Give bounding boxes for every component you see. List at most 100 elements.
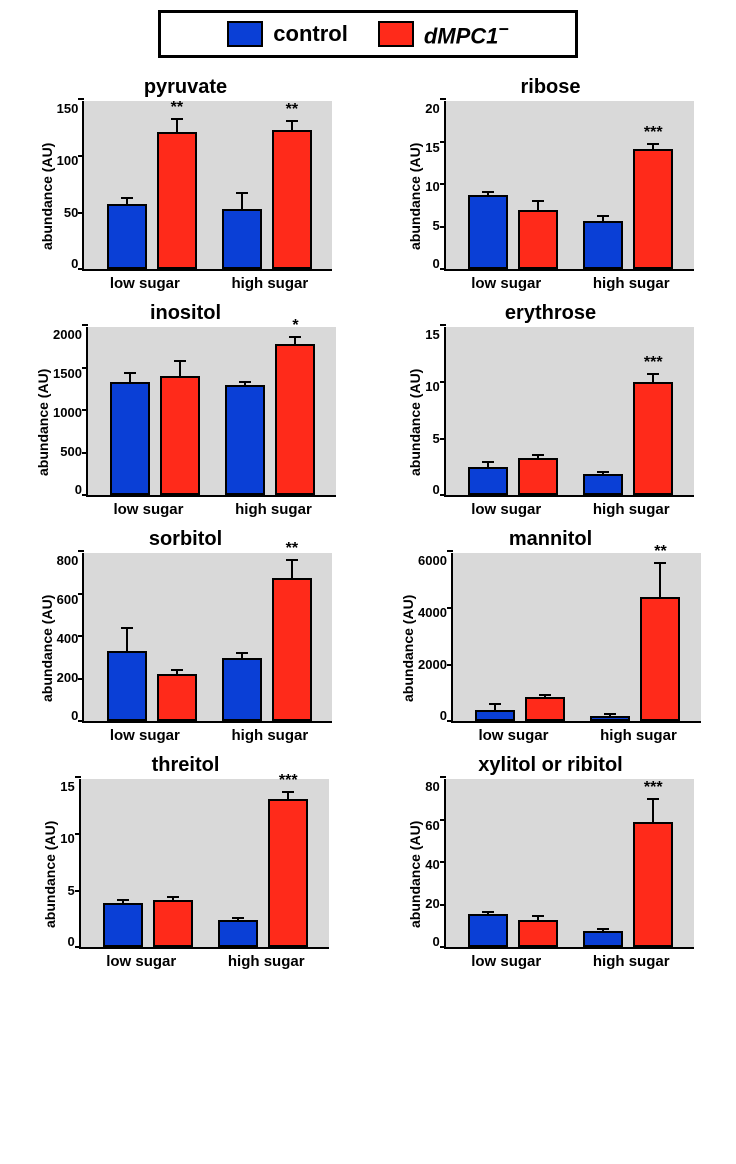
error-cap (174, 360, 186, 362)
error-cap (597, 928, 609, 930)
chart-title: threitol (152, 754, 220, 777)
y-axis-label: abundance (AU) (35, 327, 51, 518)
error-cap (647, 373, 659, 375)
bar-mutant (525, 697, 565, 721)
bar-mutant (518, 920, 558, 947)
y-tick: 100 (57, 153, 79, 168)
y-ticks: 150100500 (57, 101, 83, 271)
error-cap (654, 562, 666, 564)
legend-swatch (227, 21, 263, 47)
y-tick: 0 (75, 482, 82, 497)
x-labels: low sugarhigh sugar (451, 723, 701, 744)
bar-mutant (272, 578, 312, 721)
x-label: low sugar (444, 953, 569, 970)
error-bar (176, 119, 178, 133)
error-bar (659, 563, 661, 597)
error-bar (126, 628, 128, 651)
y-tick: 150 (57, 101, 79, 116)
bar-control (583, 221, 623, 269)
error-cap (489, 703, 501, 705)
chart-title: xylitol or ribitol (478, 754, 622, 777)
error-bar (652, 799, 654, 822)
error-cap (532, 200, 544, 202)
significance-marker: *** (644, 779, 663, 797)
x-label: high sugar (576, 727, 701, 744)
bar-control (103, 903, 143, 947)
y-tick: 800 (57, 553, 79, 568)
error-cap (482, 461, 494, 463)
chart-sorbitol: sorbitolabundance (AU)8006004002000**low… (10, 528, 361, 744)
plot-area: ** (82, 553, 332, 723)
significance-marker: ** (654, 543, 666, 561)
bar-mutant (275, 344, 315, 495)
y-tick: 2000 (418, 657, 447, 672)
x-labels: low sugarhigh sugar (444, 949, 694, 970)
error-cap (597, 215, 609, 217)
significance-marker: ** (286, 101, 298, 119)
error-bar (294, 337, 296, 344)
x-label: low sugar (86, 501, 211, 518)
bar-mutant (633, 382, 673, 495)
y-tick: 0 (433, 256, 440, 271)
error-bar (129, 373, 131, 382)
chart-title: sorbitol (149, 528, 222, 551)
bar-control (590, 716, 630, 722)
error-cap (289, 336, 301, 338)
x-label: high sugar (204, 953, 329, 970)
bar-control (107, 651, 147, 721)
y-ticks: 20151050 (425, 101, 443, 271)
y-tick: 10 (425, 179, 439, 194)
y-tick: 500 (60, 444, 82, 459)
bar-control (107, 204, 147, 270)
error-cap (539, 694, 551, 696)
chart-xylitol-or-ribitol: xylitol or ribitolabundance (AU)80604020… (375, 754, 726, 970)
error-bar (291, 560, 293, 578)
chart-title: mannitol (509, 528, 592, 551)
plot-area: ** (451, 553, 701, 723)
chart-erythrose: erythroseabundance (AU)151050***low suga… (375, 302, 726, 518)
significance-marker: ** (286, 540, 298, 558)
error-bar (287, 792, 289, 799)
bar-control (468, 467, 508, 495)
plot-area: **** (82, 101, 332, 271)
chart-pyruvate: pyruvateabundance (AU)150100500****low s… (10, 76, 361, 292)
plot-area: * (86, 327, 336, 497)
x-label: high sugar (211, 501, 336, 518)
legend-item-control: control (227, 21, 348, 47)
legend: control dMPC1− (158, 10, 578, 58)
significance-marker: * (292, 317, 298, 335)
y-tick: 50 (64, 205, 78, 220)
x-label: high sugar (569, 501, 694, 518)
y-tick: 40 (425, 857, 439, 872)
error-cap (167, 896, 179, 898)
error-cap (286, 120, 298, 122)
legend-label: dMPC1− (424, 19, 509, 49)
bar-control (468, 195, 508, 269)
significance-marker: *** (644, 124, 663, 142)
chart-title: erythrose (505, 302, 596, 325)
y-ticks: 2000150010005000 (53, 327, 86, 497)
y-tick: 15 (425, 140, 439, 155)
error-cap (121, 627, 133, 629)
error-cap (482, 191, 494, 193)
error-cap (171, 118, 183, 120)
y-tick: 0 (433, 482, 440, 497)
plot-area: *** (444, 779, 694, 949)
bar-mutant (160, 376, 200, 495)
plot-area: *** (79, 779, 329, 949)
bar-mutant (268, 799, 308, 947)
y-tick: 5 (433, 431, 440, 446)
y-tick: 20 (425, 101, 439, 116)
y-ticks: 151050 (60, 779, 78, 949)
chart-threitol: threitolabundance (AU)151050***low sugar… (10, 754, 361, 970)
bar-control (583, 474, 623, 496)
y-tick: 0 (433, 934, 440, 949)
error-cap (121, 197, 133, 199)
y-axis-label: abundance (AU) (39, 101, 55, 292)
significance-marker: *** (279, 772, 298, 790)
y-tick: 4000 (418, 605, 447, 620)
y-tick: 200 (57, 670, 79, 685)
bar-control (583, 931, 623, 947)
y-tick: 0 (68, 934, 75, 949)
x-label: high sugar (569, 275, 694, 292)
